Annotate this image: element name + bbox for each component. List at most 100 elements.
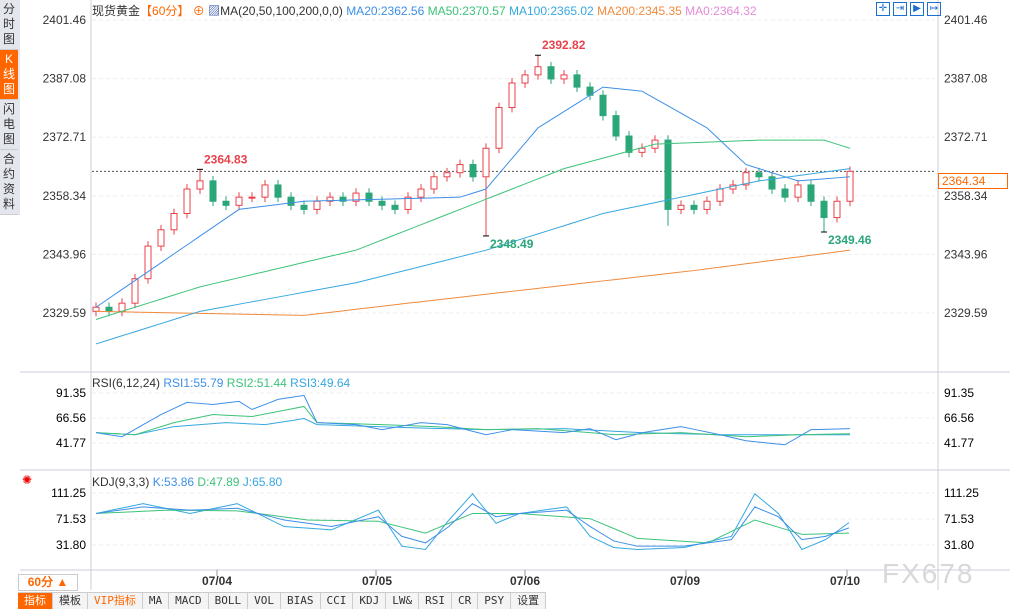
current-price-label: 2364.34 (938, 173, 1008, 189)
rsi-tick-right: 91.35 (944, 386, 974, 400)
date-label: 07/04 (202, 574, 233, 588)
add-icon[interactable]: ⊕ (192, 4, 205, 18)
ma-settings-icon[interactable]: ▨ (208, 4, 221, 18)
candle (144, 245, 152, 280)
kdj-tick-right: 71.53 (944, 512, 974, 526)
zoom-out-icon[interactable]: ▶ (910, 2, 924, 16)
chart-tools: ✛ ⇥ ▶ ↦ (876, 2, 941, 16)
k-line (95, 503, 850, 547)
candle (430, 176, 438, 190)
tab-lw[interactable]: LW& (386, 593, 420, 609)
kdj-header: KDJ(9,3,3) K:53.86 D:47.89 J:65.80 (92, 475, 282, 489)
price-tick-left: 2329.59 (43, 306, 87, 320)
candle (157, 229, 165, 247)
candle (807, 184, 815, 202)
candle (183, 188, 191, 214)
tab-ma[interactable]: MA (142, 593, 170, 609)
tab-cr[interactable]: CR (452, 593, 479, 609)
tab-vip[interactable]: VIP指标 (88, 593, 143, 609)
candle (391, 204, 399, 210)
ma0-value: MA0:2364.32 (685, 4, 757, 18)
candle (326, 196, 334, 202)
date-label: 07/06 (510, 574, 541, 588)
rsi-tick-right: 66.56 (944, 411, 974, 425)
tab-psy[interactable]: PSY (478, 593, 512, 609)
kdj-tick-left: 71.53 (56, 512, 86, 526)
extreme-label: 2349.46 (828, 233, 872, 247)
candle (287, 196, 295, 206)
candle (820, 200, 828, 219)
tab-flash[interactable]: 闪电图 (0, 100, 18, 150)
tab-settings[interactable]: 设置 (511, 593, 547, 609)
tab-vol[interactable]: VOL (248, 593, 281, 609)
candle (92, 306, 100, 312)
tab-timeshare[interactable]: 分时图 (0, 0, 18, 50)
ma20-value: MA20:2362.56 (346, 4, 425, 18)
candle (170, 212, 178, 231)
tab-template[interactable]: 模板 (53, 593, 88, 609)
candle (638, 147, 646, 153)
candle (677, 204, 685, 210)
candle (612, 115, 620, 137)
rsi-tick-left: 91.35 (56, 386, 86, 400)
ma200-line (95, 249, 851, 316)
date-label: 07/10 (830, 574, 861, 588)
candle (118, 302, 126, 312)
price-tick-right: 2358.34 (944, 189, 988, 203)
candle (482, 147, 490, 178)
tab-indicator[interactable]: 指标 (18, 593, 53, 609)
candle (417, 188, 425, 198)
indicator-settings-icon[interactable]: ✺ (22, 473, 33, 487)
tab-cci[interactable]: CCI (320, 593, 354, 609)
extreme-label: 2364.83 (204, 152, 248, 166)
candle (105, 306, 113, 312)
candle (495, 106, 503, 149)
period-select[interactable]: 60分 ▲ (18, 574, 78, 591)
price-tick-right: 2372.71 (944, 130, 988, 144)
candle (274, 184, 282, 198)
kdj-tick-right: 111.25 (944, 486, 979, 500)
rsi3-value: RSI3:49.64 (290, 376, 351, 390)
tab-contract-info[interactable]: 合约资料 (0, 150, 18, 215)
candle (131, 278, 139, 304)
rsi2-line (95, 405, 851, 438)
price-tick-left: 2343.96 (43, 247, 87, 261)
candle (261, 184, 269, 198)
tab-rsi[interactable]: RSI (419, 593, 452, 609)
tab-kline[interactable]: K线图 (0, 50, 18, 100)
candle (365, 192, 373, 202)
rsi1-value: RSI1:55.79 (163, 376, 224, 390)
candle (300, 204, 308, 210)
candle (313, 200, 321, 210)
candle (508, 82, 516, 108)
j-line (95, 493, 850, 551)
crosshair-icon[interactable]: ✛ (876, 2, 890, 16)
d-line (95, 509, 850, 544)
zoom-in-icon[interactable]: ⇥ (893, 2, 907, 16)
candle (378, 200, 386, 206)
candle (547, 66, 555, 80)
candle (794, 184, 802, 198)
rsi-label: RSI(6,12,24) (92, 376, 161, 390)
candle (534, 66, 542, 76)
tab-kdj[interactable]: KDJ (353, 593, 387, 609)
kdj-label: KDJ(9,3,3) (92, 475, 150, 489)
candle (443, 172, 451, 178)
rsi1-line (95, 394, 851, 446)
candle (625, 135, 633, 153)
price-tick-left: 2372.71 (43, 130, 87, 144)
tab-bias[interactable]: BIAS (281, 593, 321, 609)
candle (573, 74, 581, 88)
scroll-end-icon[interactable]: ↦ (927, 2, 941, 16)
candle (209, 180, 217, 202)
tab-macd[interactable]: MACD (169, 593, 209, 609)
price-tick-right: 2387.08 (944, 72, 988, 86)
candle (352, 192, 360, 202)
watermark: FX678 (882, 558, 975, 589)
ma50-line (95, 139, 851, 320)
ma50-value: MA50:2370.57 (427, 4, 506, 18)
tab-boll[interactable]: BOLL (208, 593, 249, 609)
candle (742, 172, 750, 186)
symbol-name: 现货黄金 (92, 4, 141, 18)
